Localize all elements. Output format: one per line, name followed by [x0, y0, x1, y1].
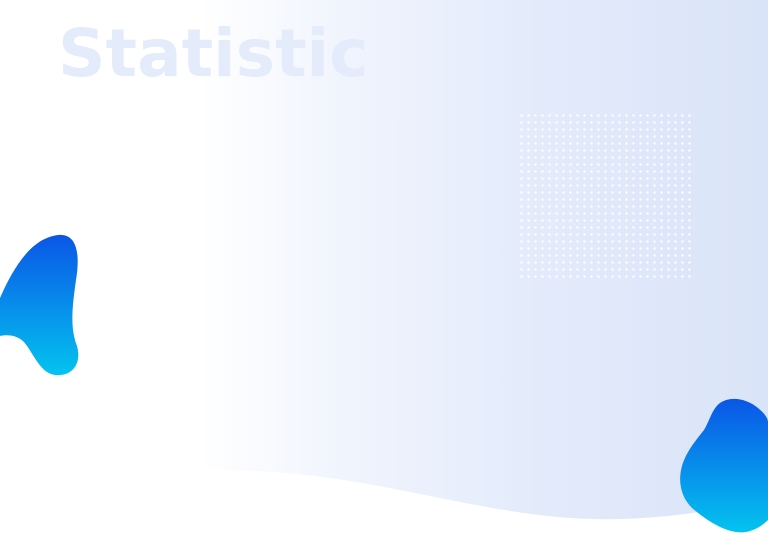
- right-blue-blob: [680, 398, 768, 533]
- slide-title: Statistic: [58, 15, 369, 92]
- left-blue-blob: [0, 234, 79, 376]
- dot-pattern: [518, 112, 692, 278]
